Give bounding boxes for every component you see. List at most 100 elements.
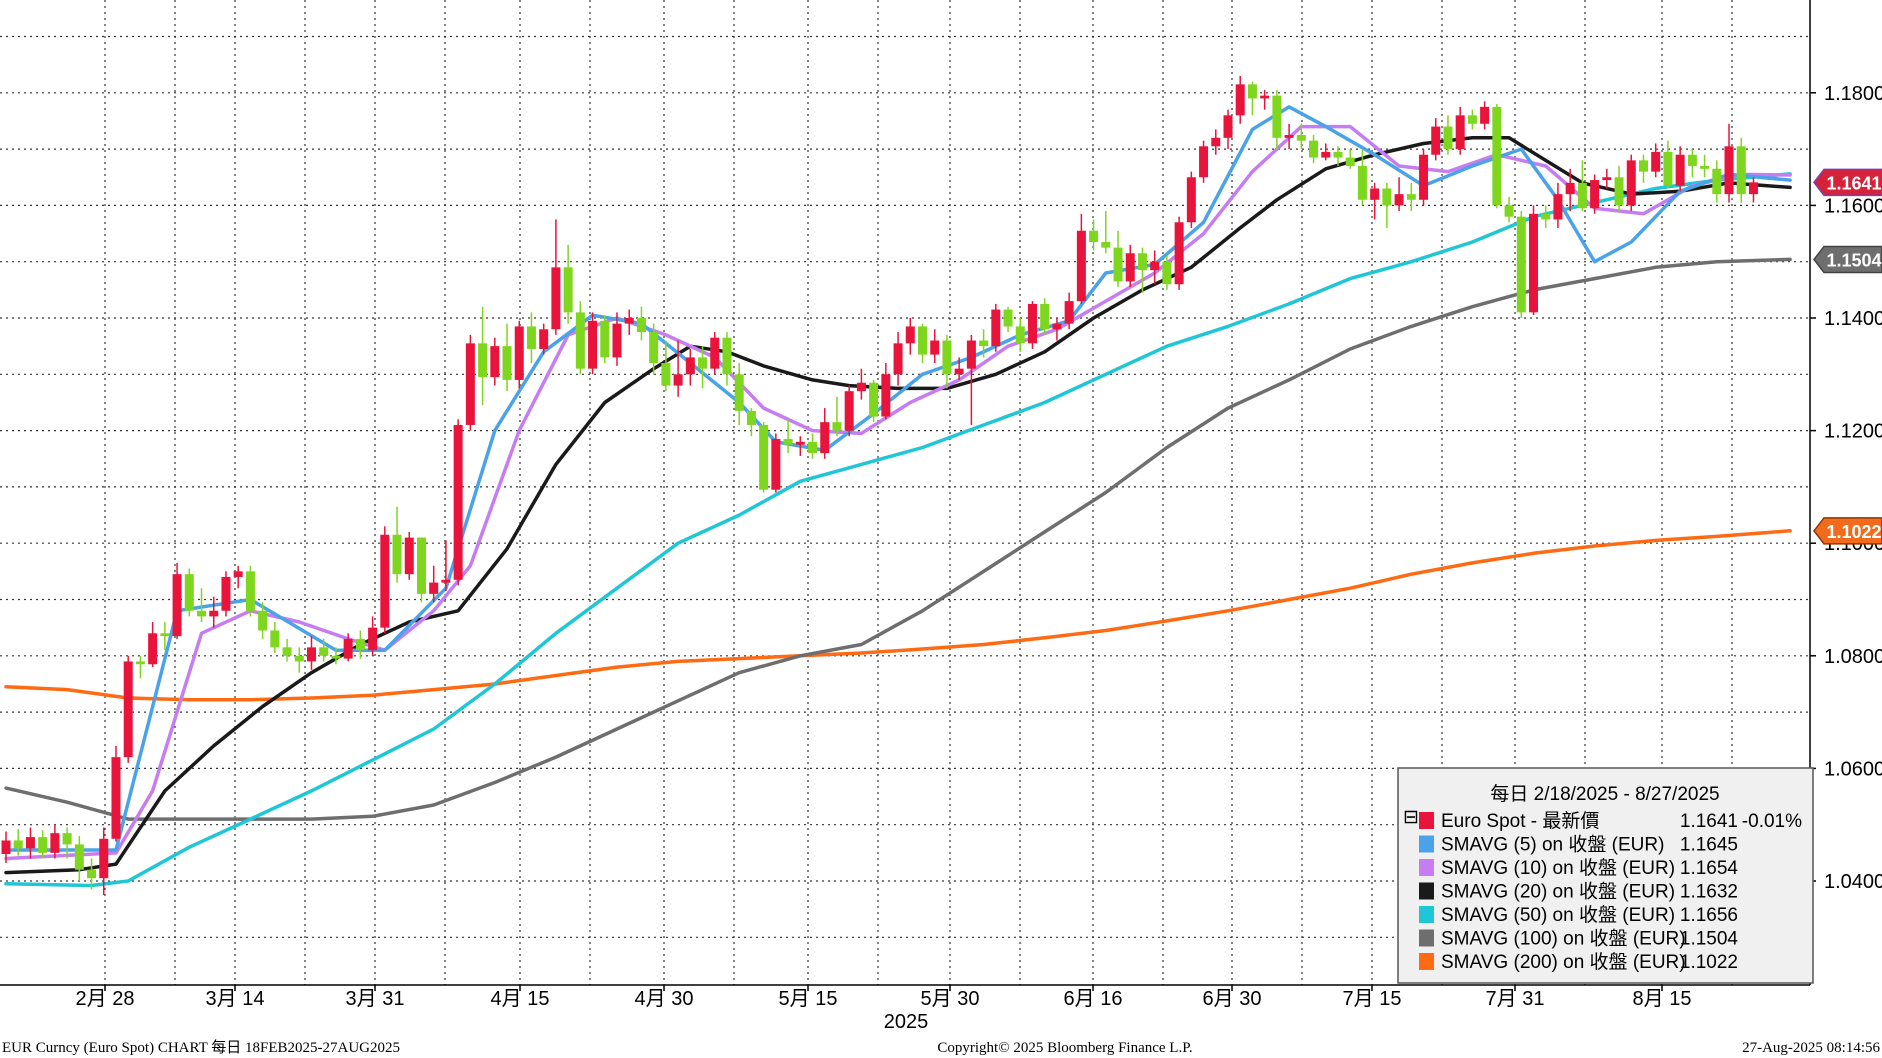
candle-body	[526, 326, 536, 349]
tag-background	[1813, 517, 1882, 545]
candle	[343, 633, 353, 662]
candle-body	[135, 661, 145, 665]
y-tick-label: 1.0400	[1824, 871, 1882, 893]
candle-body	[1284, 135, 1294, 138]
legend-row[interactable]: SMAVG (5) on 收盤 (EUR) 1.1645	[1419, 834, 1738, 856]
candle	[1431, 118, 1441, 161]
candle-body	[746, 410, 756, 425]
candle	[1370, 182, 1380, 220]
candle	[197, 588, 207, 623]
year-label: 2025	[884, 1011, 929, 1033]
x-tick-label: 5月 30	[921, 988, 980, 1010]
candle	[50, 824, 60, 859]
candle-body	[673, 374, 683, 386]
legend-value: 1.1656	[1680, 905, 1738, 926]
candle-body	[1199, 146, 1209, 178]
candle	[1199, 140, 1209, 183]
candle-body	[1333, 151, 1343, 158]
candle	[869, 379, 879, 423]
candle-body	[209, 610, 219, 617]
x-tick-label: 6月 30	[1203, 988, 1262, 1010]
legend-label: SMAVG (10) on 收盤 (EUR)	[1441, 857, 1675, 879]
candle-body	[734, 374, 744, 411]
x-tick-label: 3月 14	[206, 988, 265, 1010]
candle	[441, 540, 451, 592]
legend-row[interactable]: SMAVG (20) on 收盤 (EUR) 1.1632	[1419, 881, 1738, 903]
candle	[1700, 154, 1710, 178]
candle	[551, 219, 561, 335]
legend-value: 1.1641	[1680, 811, 1738, 832]
legend-row[interactable]: Euro Spot - 最新價 1.1641 -0.01%	[1419, 810, 1802, 832]
candle	[930, 329, 940, 364]
candle	[600, 315, 610, 364]
legend-row[interactable]: SMAVG (50) on 收盤 (EUR) 1.1656	[1419, 904, 1738, 926]
candle-body	[771, 439, 781, 490]
candle	[942, 334, 952, 389]
candle	[771, 433, 781, 493]
candle	[1089, 219, 1099, 251]
x-tick-label: 7月 31	[1486, 988, 1545, 1010]
candle-body	[698, 357, 708, 369]
candle	[1211, 129, 1221, 155]
candle-body	[1211, 137, 1221, 147]
candle-body	[539, 329, 549, 349]
footer-left: EUR Curncy (Euro Spot) CHART 每日 18FEB202…	[2, 1039, 400, 1056]
candle-body	[624, 318, 634, 324]
candle	[918, 323, 927, 364]
candle-body	[1406, 194, 1416, 200]
candle-body	[478, 343, 488, 378]
candle-body	[649, 332, 659, 364]
candle	[1467, 109, 1477, 130]
candle-body	[1553, 194, 1563, 220]
legend-value: 1.1645	[1680, 835, 1738, 856]
candle-body	[856, 382, 866, 392]
candle	[1663, 140, 1673, 189]
candle-body	[905, 326, 915, 344]
candle	[759, 422, 769, 493]
tag-label: 1.1641	[1826, 173, 1881, 193]
candle-body	[13, 840, 23, 849]
candle-body	[1419, 154, 1429, 200]
candle-body	[612, 323, 622, 358]
candle-body	[1700, 165, 1710, 169]
candle	[979, 329, 989, 358]
candle	[722, 332, 732, 386]
candle	[62, 827, 72, 859]
legend-collapse-icon[interactable]: ⊟	[1403, 807, 1419, 828]
candle-body	[1162, 261, 1172, 285]
legend-swatch	[1419, 882, 1434, 900]
legend-rows: Euro Spot - 最新價 1.1641 -0.01%SMAVG (5) on …	[1419, 810, 1802, 973]
candle-body	[1614, 177, 1624, 206]
candle	[1419, 149, 1429, 206]
legend-row[interactable]: SMAVG (200) on 收盤 (EUR)1.1022	[1419, 951, 1738, 973]
candle	[1309, 135, 1319, 164]
candle	[1247, 81, 1257, 116]
candle	[1406, 182, 1416, 212]
candle-body	[930, 340, 940, 355]
candle	[1529, 205, 1538, 316]
candle-body	[233, 571, 243, 577]
candle	[1492, 104, 1502, 209]
y-tick-label: 1.0800	[1824, 646, 1882, 668]
candle	[270, 622, 280, 653]
tag-background	[1813, 245, 1882, 274]
x-tick-label: 6月 16	[1064, 988, 1123, 1010]
candle-body	[294, 655, 304, 662]
legend-box[interactable]: 每日 2/18/2025 - 8/27/2025 ⊟ Euro Spot - 最…	[1397, 767, 1814, 984]
candle	[820, 408, 830, 459]
legend-row[interactable]: SMAVG (100) on 收盤 (EUR)1.1504	[1419, 928, 1738, 950]
candle-body	[404, 537, 414, 575]
candle-body	[1541, 213, 1551, 220]
candle	[1357, 149, 1367, 206]
candle-body	[343, 638, 353, 659]
candle-body	[1748, 182, 1758, 195]
candle-body	[1, 840, 11, 854]
candle	[1186, 171, 1196, 228]
candle-body	[832, 422, 842, 431]
candle	[1027, 301, 1037, 349]
legend-row[interactable]: SMAVG (10) on 收盤 (EUR) 1.1654	[1419, 857, 1738, 879]
candle	[258, 602, 268, 639]
x-tick-label: 4月 30	[635, 988, 694, 1010]
candle	[905, 318, 915, 355]
candle	[478, 306, 488, 406]
